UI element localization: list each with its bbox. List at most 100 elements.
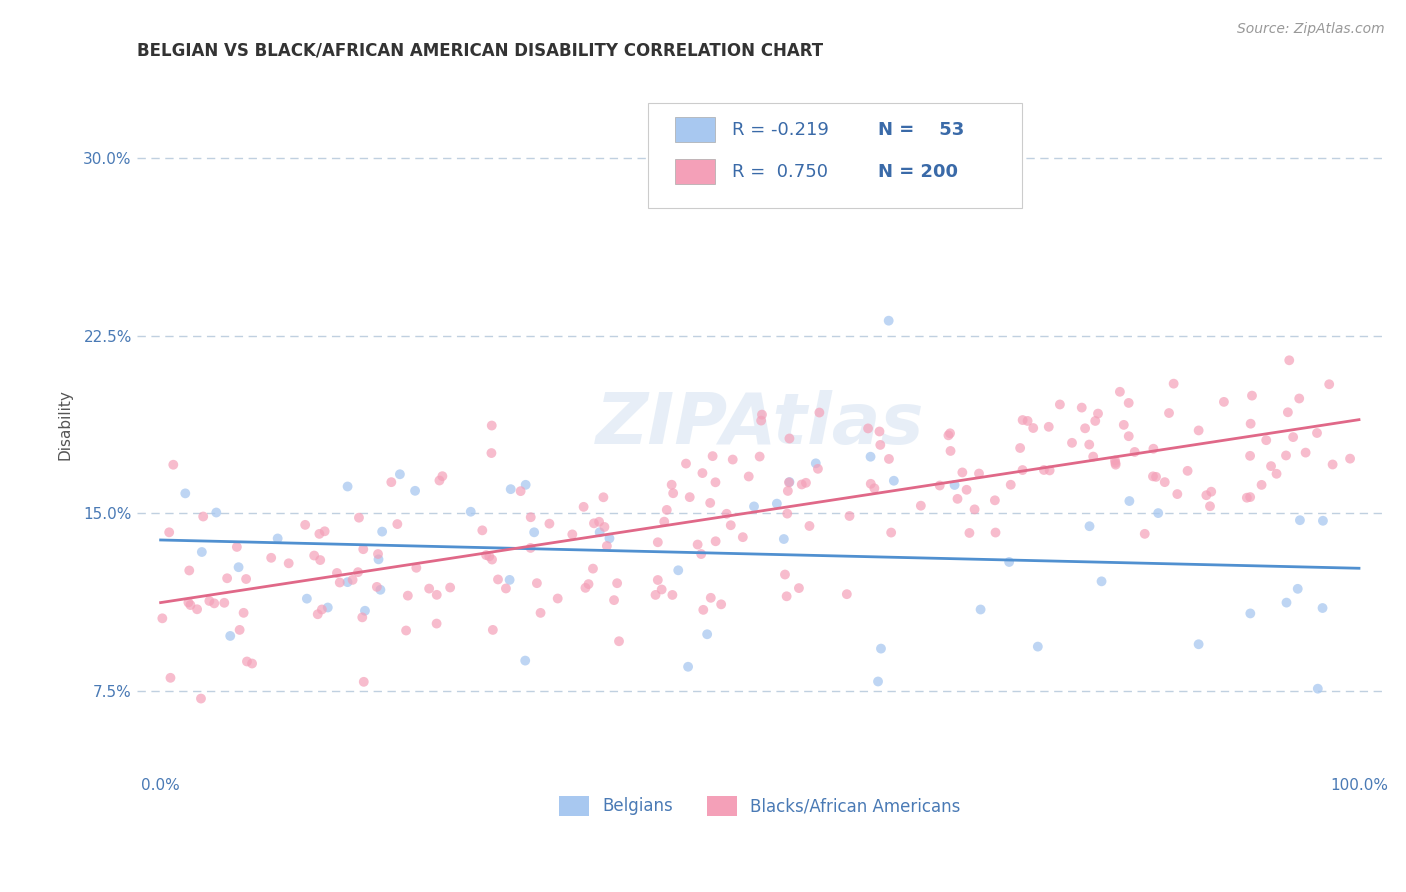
Point [388,467,411,482]
Point [314,524,336,539]
Point [692,466,714,480]
Point [1104,456,1126,470]
Point [652,515,675,529]
Point [198,594,221,608]
Point [1142,469,1164,483]
Point [1260,459,1282,474]
Point [179,598,201,612]
Point [710,598,733,612]
Point [371,524,394,539]
Point [943,478,966,492]
Point [186,602,208,616]
Point [749,414,772,428]
Point [1022,421,1045,435]
Point [1275,449,1298,463]
Point [859,476,882,491]
Point [1039,463,1062,477]
Point [1147,506,1170,520]
Point [219,629,242,643]
Point [699,496,721,510]
Point [679,490,702,504]
Point [675,457,697,471]
Point [460,505,482,519]
Point [738,469,761,483]
Point [1199,484,1222,499]
Point [1000,477,1022,491]
Text: N = 200: N = 200 [879,162,959,180]
Text: N =    53: N = 53 [879,120,965,138]
Point [481,418,503,433]
Point [676,659,699,673]
Point [177,595,200,609]
Point [1017,414,1039,428]
Point [329,575,352,590]
Point [807,462,830,476]
Point [963,502,986,516]
Point [863,481,886,495]
Point [1112,417,1135,432]
Point [1109,384,1132,399]
Point [336,575,359,590]
FancyBboxPatch shape [648,103,1022,208]
Point [426,616,449,631]
Point [191,545,214,559]
Point [1153,475,1175,490]
Point [592,490,614,504]
Point [1038,419,1060,434]
Point [778,432,800,446]
Point [370,582,392,597]
Text: ZIPAtlas: ZIPAtlas [596,390,924,458]
Point [190,691,212,706]
Point [1195,488,1218,502]
Point [352,610,374,624]
Point [1256,433,1278,447]
Point [395,624,418,638]
Point [1289,513,1312,527]
Point [775,589,797,603]
Point [787,581,810,595]
Text: Source: ZipAtlas.com: Source: ZipAtlas.com [1237,22,1385,37]
Point [1188,637,1211,651]
Point [967,467,990,481]
Point [716,507,738,521]
Point [1275,596,1298,610]
Point [1239,449,1261,463]
Point [598,532,620,546]
Point [205,506,228,520]
Point [1049,397,1071,411]
Point [776,507,799,521]
Point [162,458,184,472]
Point [214,596,236,610]
Point [696,627,718,641]
Point [928,478,950,492]
Point [1011,463,1033,477]
Point [295,591,318,606]
Point [776,483,799,498]
Point [308,527,330,541]
Point [1295,445,1317,459]
Point [367,552,389,566]
Point [1118,494,1140,508]
Point [877,452,900,467]
Point [387,517,409,532]
Point [515,478,537,492]
Point [1239,490,1261,504]
Point [418,582,440,596]
Point [790,477,813,491]
Point [1118,429,1140,443]
Point [526,576,548,591]
Point [804,456,827,470]
Point [228,623,250,637]
Point [647,573,669,587]
Point [235,572,257,586]
Point [704,475,727,490]
Point [910,499,932,513]
Point [1133,526,1156,541]
Point [1282,430,1305,444]
Point [236,655,259,669]
Point [704,534,727,549]
Point [582,561,605,575]
Point [1278,353,1301,368]
Point [742,500,765,514]
Point [352,542,374,557]
